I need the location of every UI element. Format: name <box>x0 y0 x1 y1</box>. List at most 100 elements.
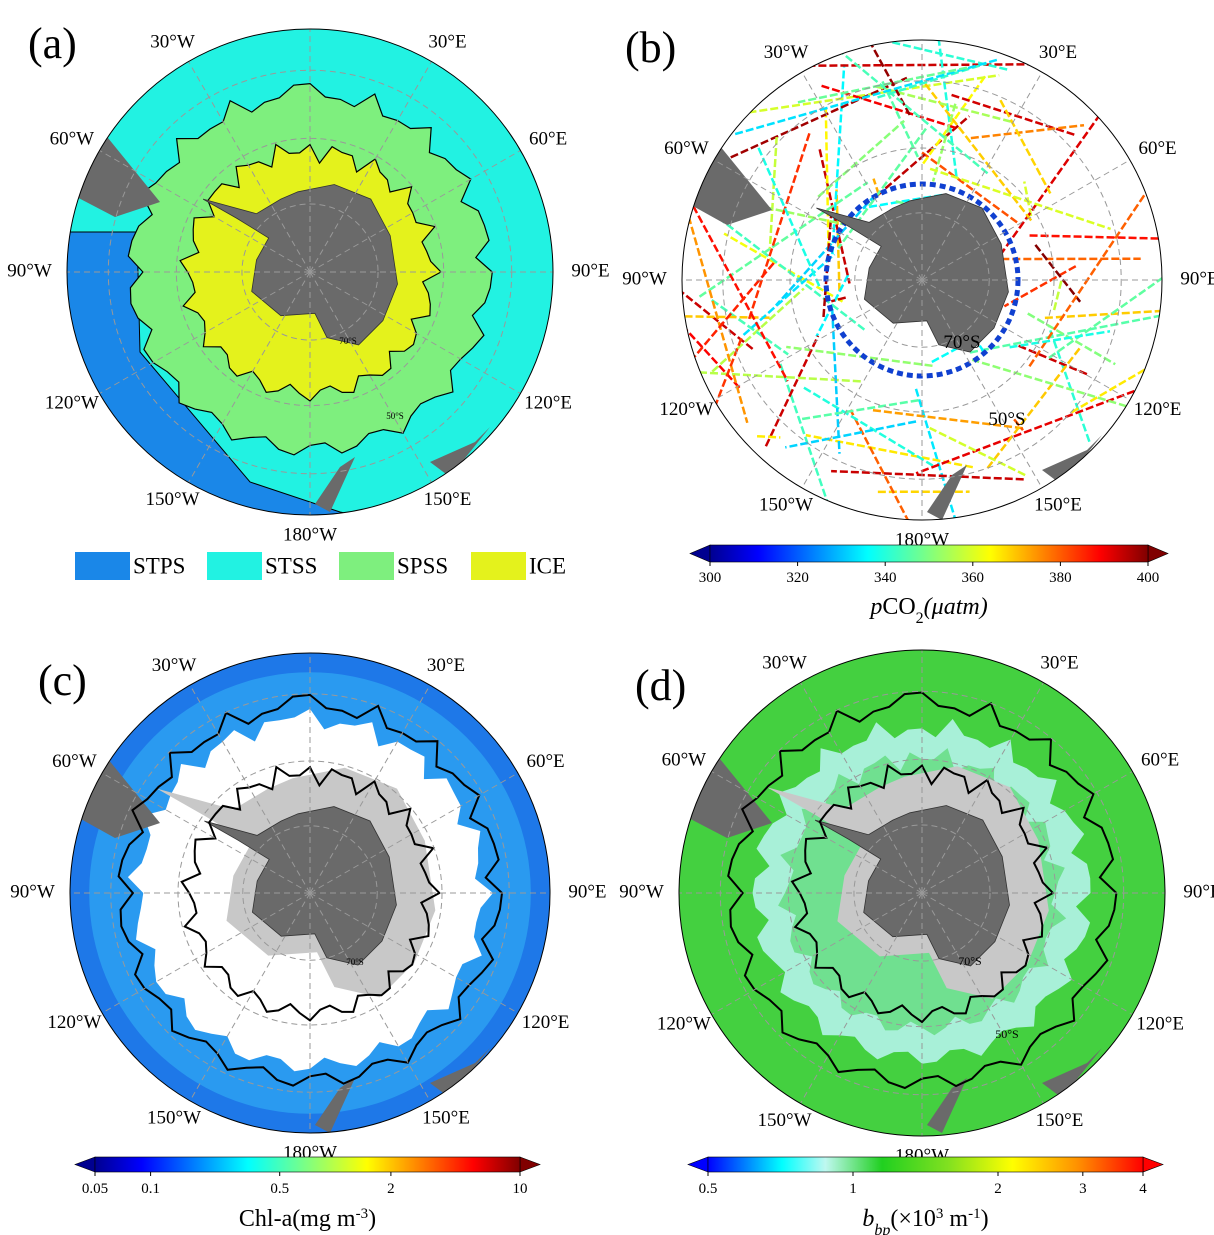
colorbar-tick-label: 0.5 <box>270 1181 289 1197</box>
lon-label: 180°W <box>283 524 337 545</box>
map <box>675 27 1183 532</box>
lon-label: 60°W <box>52 751 97 772</box>
colorbar-tick-label: 1 <box>849 1181 857 1197</box>
lat-label: 50°S <box>988 409 1025 430</box>
lat-label: 50°S <box>995 1027 1018 1041</box>
colorbar-label-part: ) <box>981 1206 989 1232</box>
lat-label: 70°S <box>958 954 981 968</box>
colorbar-extend-high <box>1148 545 1168 562</box>
panel-label: (a) <box>28 19 77 68</box>
colorbar-extend-low <box>688 1157 708 1172</box>
lon-label: 30°E <box>428 32 466 53</box>
map-panel: (b)30°E60°E90°E120°E150°E180°W150°W120°W… <box>622 23 1214 627</box>
colorbar-tick-label: 320 <box>786 570 809 586</box>
lon-label: 120°W <box>45 392 99 413</box>
lon-label: 150°W <box>759 494 813 515</box>
panel-label: (c) <box>38 656 87 705</box>
lat-label: 70°S <box>339 336 357 346</box>
legend-swatch <box>207 552 262 580</box>
lon-label: 150°W <box>145 489 199 510</box>
colorbar <box>708 1157 1143 1172</box>
lat-label: 70°S <box>346 957 364 967</box>
lon-label: 90°E <box>1180 268 1214 289</box>
colorbar-tick-label: 2 <box>387 1181 395 1197</box>
legend-swatch <box>75 552 130 580</box>
colorbar-label-part: -1 <box>968 1206 981 1222</box>
colorbar-label-part: p <box>868 594 882 620</box>
lon-label: 120°E <box>522 1012 570 1033</box>
map-panel: (d)30°E60°E90°E120°E150°E180°W150°W120°W… <box>619 650 1214 1235</box>
lon-label: 30°E <box>1039 42 1077 63</box>
figure: (a) 30°E 60°E 90°E 120°E 150°E 180°W 150°W 120°W… <box>0 0 1214 1235</box>
lon-label: 60°W <box>662 749 707 770</box>
lon-label: 30°W <box>152 655 197 676</box>
panel-label: (b) <box>625 23 676 72</box>
colorbar-tick-label: 340 <box>874 570 897 586</box>
lon-label: 60°W <box>664 138 709 159</box>
colorbar-tick-label: 360 <box>962 570 985 586</box>
legend-swatch <box>471 552 526 580</box>
lon-label: 60°W <box>50 128 95 149</box>
colorbar-label: Chl-a(mg m-3) <box>239 1206 376 1232</box>
colorbar-tick-label: 0.05 <box>82 1181 108 1197</box>
lon-label: 120°E <box>1136 1013 1184 1034</box>
panel-label: (d) <box>635 661 686 710</box>
lon-label: 60°E <box>1138 138 1176 159</box>
lon-label: 150°E <box>424 489 472 510</box>
map <box>70 653 550 1133</box>
lon-label: 30°W <box>762 653 807 674</box>
lon-label: 90°W <box>619 881 664 902</box>
colorbar-tick-label: 300 <box>699 570 722 586</box>
lon-label: 120°W <box>659 399 713 420</box>
colorbar-label-part: 3 <box>936 1206 944 1222</box>
lon-label: 30°E <box>427 655 465 676</box>
lat-label: 70°S <box>943 332 980 353</box>
map-panel: (c)30°E60°E90°E120°E150°E180°W150°W120°W… <box>10 653 606 1232</box>
lon-label: 90°E <box>568 881 606 902</box>
colorbar-label-part: (×10 <box>890 1206 936 1232</box>
lon-label: 150°E <box>1034 494 1082 515</box>
colorbar-tick-label: 2 <box>994 1181 1002 1197</box>
colorbar-label: bbp(×103 m-1) <box>862 1206 988 1235</box>
lon-label: 90°W <box>10 881 55 902</box>
colorbar-extend-low <box>75 1157 95 1172</box>
colorbar-tick-label: 3 <box>1079 1181 1087 1197</box>
colorbar-tick-label: 380 <box>1049 570 1072 586</box>
colorbar-label-part: bp <box>874 1222 890 1235</box>
lon-label: 120°E <box>524 392 572 413</box>
colorbar-label-part: Chl-a(mg m <box>239 1206 356 1232</box>
lon-label: 120°W <box>47 1012 101 1033</box>
ship-track <box>807 64 1031 65</box>
lon-label: 90°W <box>622 268 667 289</box>
lon-label: 90°E <box>571 260 609 281</box>
lon-label: 150°W <box>757 1110 811 1131</box>
legend-label: ICE <box>529 553 566 578</box>
lon-label: 150°E <box>422 1107 470 1128</box>
lon-label: 90°E <box>1183 881 1214 902</box>
colorbar-tick-label: 4 <box>1139 1181 1147 1197</box>
lon-label: 120°E <box>1134 399 1182 420</box>
legend-label: STSS <box>265 553 317 578</box>
lon-label: 60°E <box>1141 749 1179 770</box>
colorbar-tick-label: 0.1 <box>141 1181 160 1197</box>
colorbar-label-part: CO <box>882 594 915 620</box>
colorbar-tick-label: 400 <box>1137 570 1160 586</box>
colorbar-tick-label: 0.5 <box>699 1181 718 1197</box>
map <box>679 650 1165 1136</box>
colorbar-label-part: -3 <box>356 1206 369 1222</box>
colorbar-label-part: 2 <box>916 610 924 627</box>
colorbar-label-part: b <box>862 1206 874 1232</box>
legend-swatch <box>339 552 394 580</box>
legend-label: STPS <box>133 553 185 578</box>
colorbar-extend-low <box>690 545 710 562</box>
legend-label: SPSS <box>397 553 448 578</box>
colorbar-extend-high <box>1143 1157 1163 1172</box>
lon-label: 150°E <box>1036 1110 1084 1131</box>
lon-label: 150°W <box>147 1107 201 1128</box>
lat-label: 50°S <box>386 411 404 421</box>
lon-label: 120°W <box>657 1013 711 1034</box>
colorbar-tick-label: 10 <box>513 1181 528 1197</box>
colorbar-label-part: (μatm) <box>924 594 988 620</box>
map <box>67 29 553 532</box>
map-panel: (a)30°E60°E90°E120°E150°E180°W150°W120°W… <box>7 19 609 580</box>
